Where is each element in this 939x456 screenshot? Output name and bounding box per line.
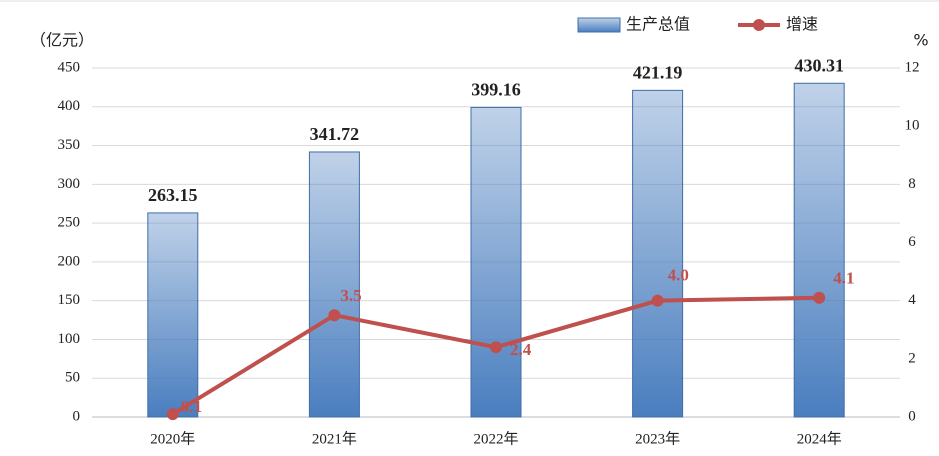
bar-value-label: 263.15 xyxy=(148,185,198,205)
line-value-label: 0.1 xyxy=(181,397,202,416)
y2-tick-label: 4 xyxy=(908,292,916,308)
line-value-label: 3.5 xyxy=(340,286,361,305)
y-tick-label: 350 xyxy=(58,137,81,153)
bar xyxy=(470,106,522,418)
line-marker xyxy=(328,309,341,322)
legend-label: 增速 xyxy=(786,15,818,34)
bar-value-label: 399.16 xyxy=(471,80,521,100)
line-marker xyxy=(166,408,179,421)
bar xyxy=(793,82,845,418)
line-value-label: 4.1 xyxy=(833,269,854,288)
bar-value-label: 341.72 xyxy=(310,124,360,144)
y-tick-label: 100 xyxy=(58,331,81,347)
line-marker xyxy=(813,291,826,304)
legend-marker xyxy=(753,19,765,31)
y2-tick-label: 10 xyxy=(905,118,920,134)
bar xyxy=(632,89,684,418)
bar-value-label: 421.19 xyxy=(633,62,683,82)
x-tick-label: 2023年 xyxy=(635,430,680,447)
legend-swatch xyxy=(577,17,621,33)
line-marker xyxy=(651,294,664,307)
y-tick-label: 50 xyxy=(65,370,80,386)
y-tick-label: 0 xyxy=(73,408,81,424)
y-tick-label: 150 xyxy=(58,292,81,308)
y-axis-label: （亿元） xyxy=(30,31,94,50)
y-tick-label: 200 xyxy=(58,253,81,269)
y2-tick-label: 0 xyxy=(908,408,916,424)
y-tick-label: 300 xyxy=(58,176,81,192)
y2-tick-label: 2 xyxy=(908,350,916,366)
y2-tick-label: 8 xyxy=(908,176,916,192)
x-tick-label: 2024年 xyxy=(797,430,842,447)
bar xyxy=(147,212,199,418)
y-tick-label: 250 xyxy=(58,215,81,231)
legend-label: 生产总值 xyxy=(626,15,690,34)
bar-value-label: 430.31 xyxy=(794,55,844,75)
y-tick-label: 400 xyxy=(58,98,81,114)
bar xyxy=(308,151,360,418)
y2-axis-label: % xyxy=(913,31,928,50)
x-tick-label: 2021年 xyxy=(312,430,357,447)
y2-tick-label: 12 xyxy=(905,59,920,75)
x-tick-label: 2020年 xyxy=(150,430,195,447)
y2-tick-label: 6 xyxy=(908,234,916,250)
line-value-label: 2.4 xyxy=(510,340,532,359)
y-tick-label: 450 xyxy=(58,59,81,75)
x-tick-label: 2022年 xyxy=(473,430,518,447)
line-marker xyxy=(490,341,502,354)
line-value-label: 4.0 xyxy=(668,266,689,285)
